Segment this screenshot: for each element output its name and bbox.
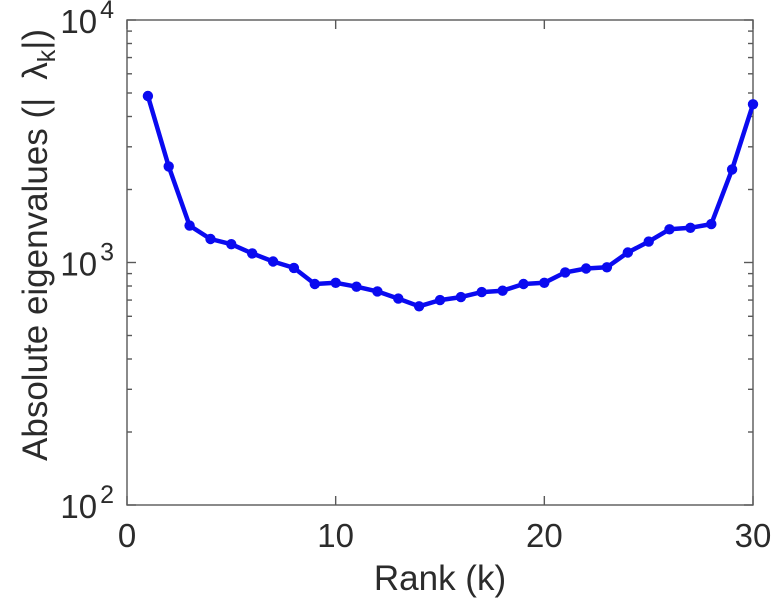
y-tick-label: 10 4 bbox=[60, 0, 114, 40]
y-tick-label: 10 2 bbox=[60, 481, 114, 525]
x-tick-label: 20 bbox=[526, 517, 563, 554]
eigenvalue-line bbox=[145, 93, 756, 309]
data-point-marker bbox=[330, 277, 341, 288]
eigenvalue-series bbox=[142, 90, 759, 312]
data-point-marker bbox=[747, 99, 759, 110]
data-point-marker bbox=[163, 161, 174, 172]
data-point-marker bbox=[643, 236, 654, 247]
data-point-marker bbox=[539, 277, 550, 288]
data-point-marker bbox=[247, 248, 258, 259]
y-tick-label: 10 3 bbox=[60, 239, 114, 283]
x-tick-label: 10 bbox=[317, 517, 354, 554]
data-point-marker bbox=[580, 263, 592, 274]
data-point-marker bbox=[664, 224, 675, 235]
data-point-marker bbox=[267, 256, 279, 267]
data-point-marker bbox=[226, 239, 237, 250]
data-point-marker bbox=[622, 247, 633, 258]
data-point-marker bbox=[560, 267, 571, 278]
data-point-marker bbox=[685, 222, 696, 233]
data-point-marker bbox=[372, 286, 383, 297]
data-point-marker bbox=[497, 285, 508, 296]
data-point-marker bbox=[393, 293, 404, 304]
x-axis-label: Rank (k) bbox=[374, 559, 506, 598]
data-point-marker bbox=[476, 286, 487, 298]
data-point-marker bbox=[518, 278, 529, 290]
data-point-marker bbox=[706, 218, 717, 230]
x-tick-label: 30 bbox=[735, 517, 772, 554]
axis-ticks bbox=[126, 19, 754, 506]
data-point-marker bbox=[205, 233, 216, 245]
data-point-marker bbox=[434, 294, 446, 306]
data-point-marker bbox=[142, 90, 154, 102]
data-point-marker bbox=[726, 164, 738, 175]
y-axis-label: Absolute eigenvalues (|λk|) bbox=[16, 29, 61, 461]
data-point-marker bbox=[288, 262, 300, 274]
x-tick-label: 0 bbox=[118, 517, 136, 554]
data-point-marker bbox=[601, 262, 613, 273]
data-point-marker bbox=[455, 291, 467, 303]
data-point-marker bbox=[413, 301, 425, 312]
plot-box bbox=[126, 19, 754, 506]
data-point-marker bbox=[184, 220, 195, 231]
data-point-marker bbox=[351, 281, 362, 292]
data-point-marker bbox=[309, 278, 320, 290]
